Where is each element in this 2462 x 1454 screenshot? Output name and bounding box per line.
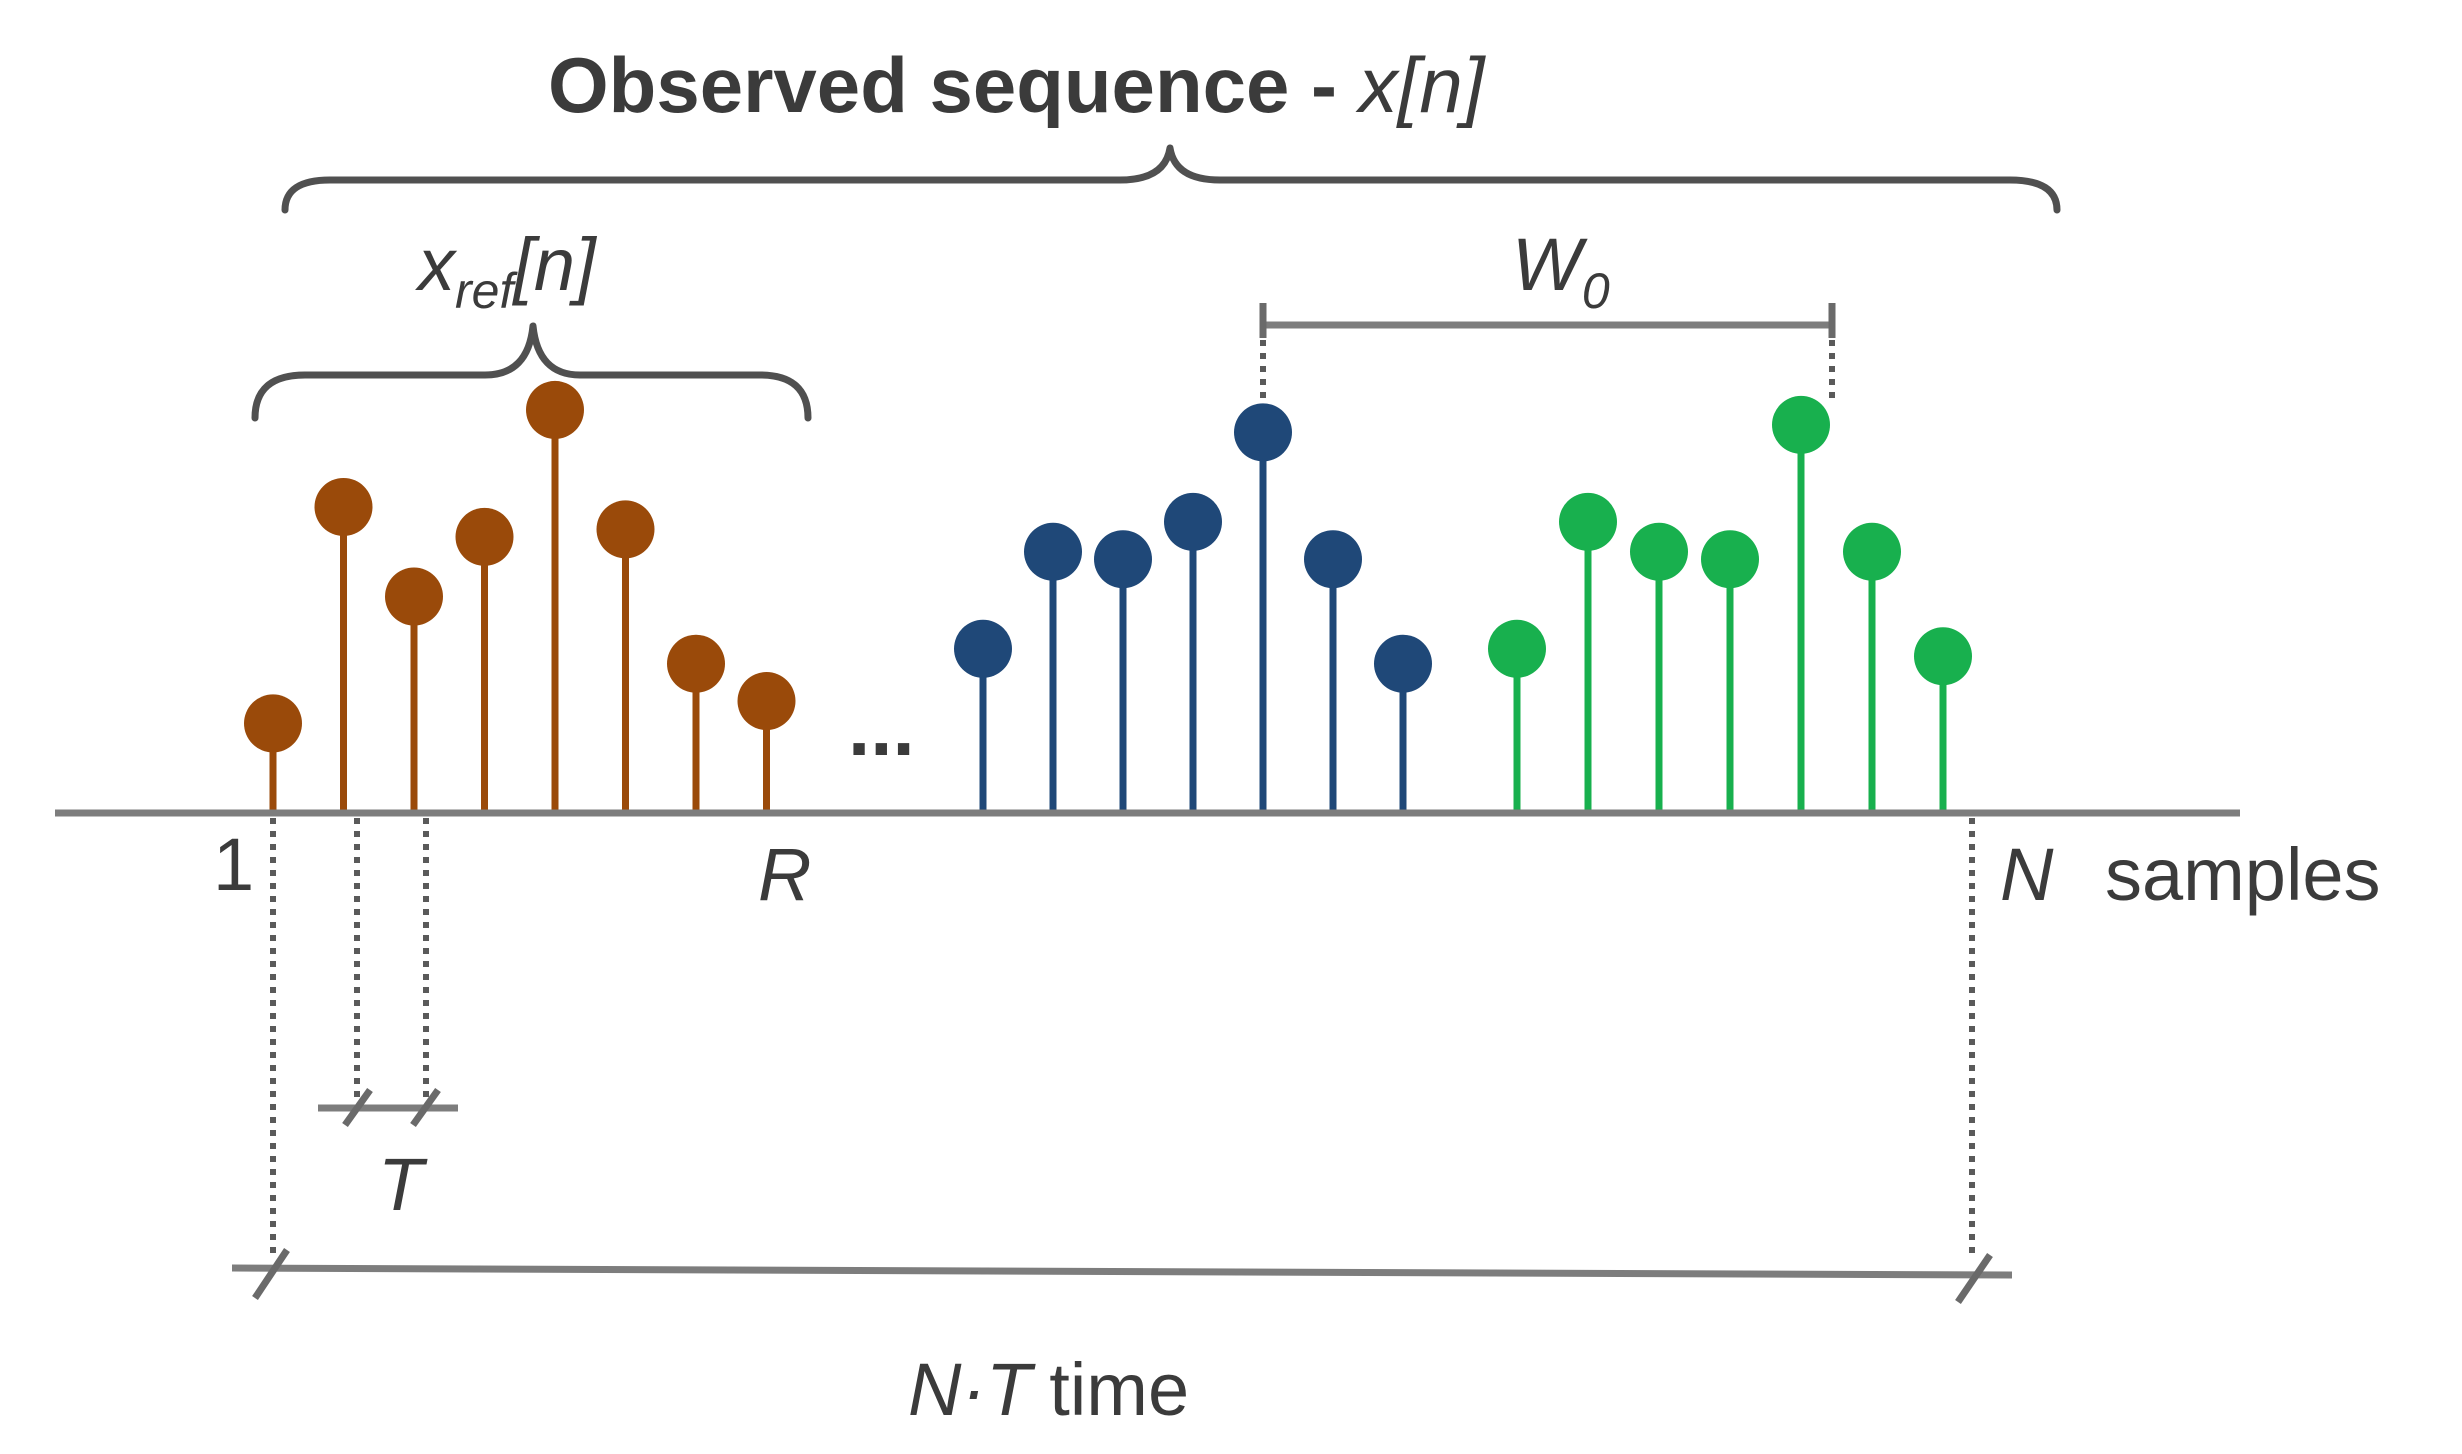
duration-left-tick: [252, 1248, 290, 1300]
stem-marker: [737, 672, 796, 731]
w0-label: W0: [1512, 223, 1610, 319]
stem-marker: [1374, 634, 1432, 693]
reference-label-base: x: [415, 223, 458, 306]
axis-ref-end-label: R: [758, 833, 811, 916]
stem-marker: [596, 500, 655, 559]
axis-start-label: 1: [213, 823, 254, 906]
stem-marker: [314, 477, 373, 536]
stem-plot: [244, 380, 1972, 813]
period-label: T: [378, 1143, 428, 1226]
reference-label-suffix: [n]: [511, 223, 597, 306]
stem-marker: [455, 507, 514, 566]
stem-marker: [1559, 492, 1617, 551]
reference-label-subscript: ref: [455, 263, 518, 319]
reference-brace: [251, 322, 812, 422]
axis-end-label: N: [2000, 833, 2054, 916]
stem-marker: [1843, 522, 1901, 581]
diagram-title: Observed sequence - x[n]: [548, 41, 1487, 129]
stem-marker: [1234, 403, 1292, 462]
duration-label-unit: time: [1049, 1348, 1189, 1431]
stem-marker: [526, 380, 584, 439]
stem-marker: [1304, 530, 1362, 589]
period-left-tick: [342, 1087, 373, 1128]
duration-right-tick: [1955, 1253, 1993, 1304]
stem-marker: [1488, 619, 1546, 678]
stem-marker: [1914, 627, 1972, 686]
stem-marker: [244, 694, 302, 753]
stem-marker: [1164, 492, 1222, 551]
stem-marker: [1094, 530, 1152, 589]
stem-marker: [954, 619, 1012, 678]
stem-marker: [1024, 522, 1082, 581]
w0-label-subscript: 0: [1582, 263, 1610, 319]
ellipsis-label: ...: [848, 683, 915, 772]
duration-label-var: N·T: [908, 1348, 1036, 1431]
duration-line: [231, 1264, 2013, 1279]
stem-marker: [1701, 530, 1759, 589]
stem-marker: [385, 567, 443, 626]
title-variable: x[n]: [1355, 41, 1487, 129]
period-right-tick: [410, 1087, 441, 1128]
stem-marker: [1772, 395, 1830, 454]
stem-marker: [1630, 522, 1688, 581]
stem-marker: [667, 634, 725, 693]
title-text: Observed sequence -: [548, 41, 1359, 129]
observed-sequence-brace: [281, 144, 2061, 214]
reference-label: xref[n]: [415, 223, 597, 319]
axis-unit-label: samples: [2105, 833, 2381, 916]
w0-label-base: W: [1512, 223, 1588, 306]
duration-label: N·T time: [908, 1348, 1189, 1431]
